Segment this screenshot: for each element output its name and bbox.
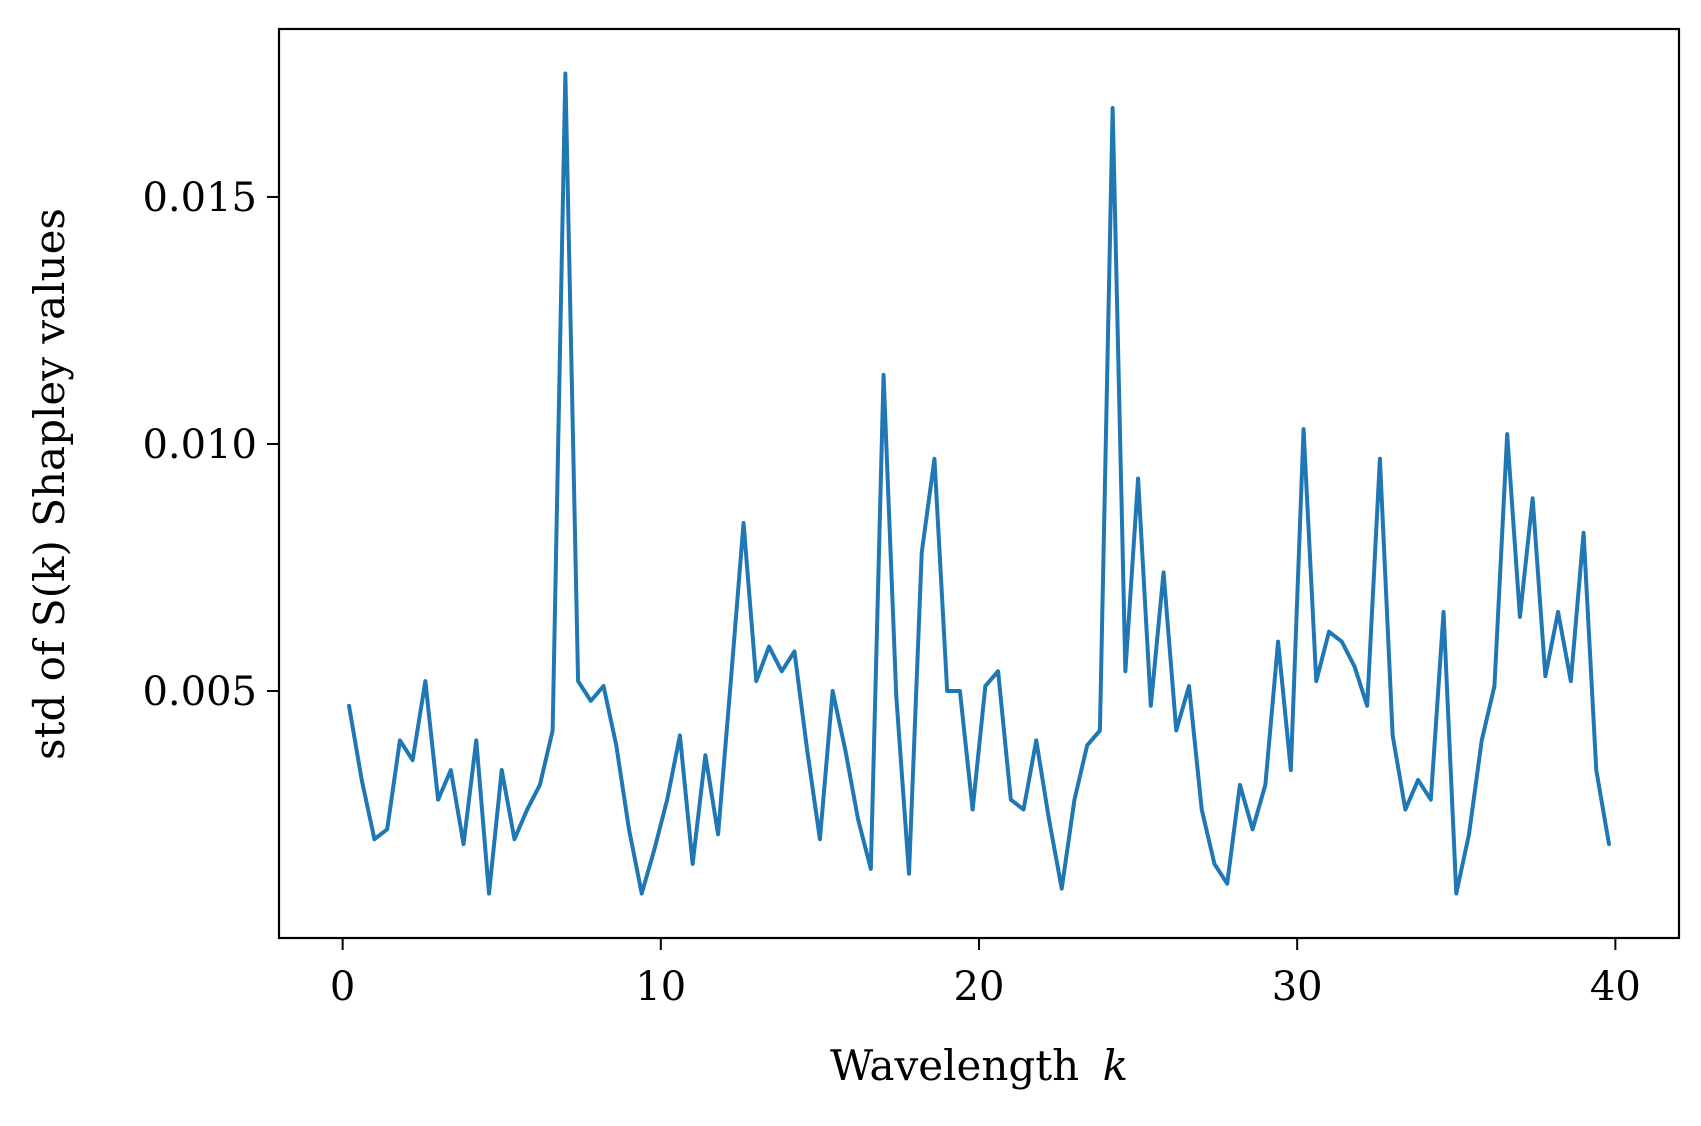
x-tick-label: 0 [330,964,355,1010]
y-tick-label: 0.005 [142,669,257,715]
x-tick-label: 10 [635,964,686,1010]
y-axis-label: std of S(k) Shapley values [25,208,74,760]
y-tick-label: 0.015 [142,175,257,221]
y-axis: 0.005 0.010 0.015 [142,175,279,715]
x-tick-label: 40 [1590,964,1641,1010]
plot-area [347,71,1611,896]
series-line-0 [347,71,1611,896]
x-axis-label: Wavelength k [830,1041,1128,1090]
y-tick-label: 0.010 [142,422,257,468]
x-axis: 0 10 20 30 40 [330,938,1641,1010]
x-axis-label-text: Wavelength [830,1041,1079,1090]
plot-frame [277,27,1681,940]
x-tick-label: 20 [954,964,1005,1010]
x-tick-label: 30 [1272,964,1323,1010]
x-axis-label-var: k [1103,1041,1128,1090]
